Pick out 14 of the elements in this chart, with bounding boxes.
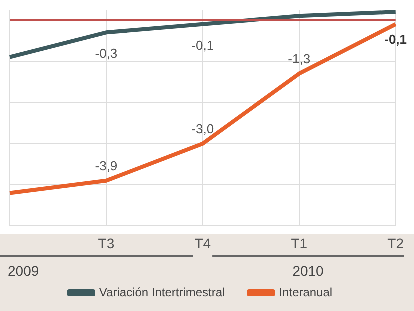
x-tick-label: T2 (388, 235, 404, 252)
data-label: -3,0 (192, 121, 214, 136)
data-label: -0,1 (384, 32, 408, 47)
data-label: -0,3 (95, 46, 118, 62)
x-tick-label: T4 (194, 235, 212, 252)
legend-label: Interanual (279, 285, 333, 300)
data-label: -0,1 (192, 38, 214, 53)
data-label: -3,9 (95, 158, 118, 174)
x-tick-label: T1 (291, 235, 308, 252)
text: 2009 (8, 263, 40, 280)
legend-label: Variación Intertrimestral (99, 285, 226, 300)
x-tick-label: T3 (98, 235, 115, 252)
data-label: -1,3 (288, 51, 311, 66)
text: 2010 (292, 263, 324, 280)
